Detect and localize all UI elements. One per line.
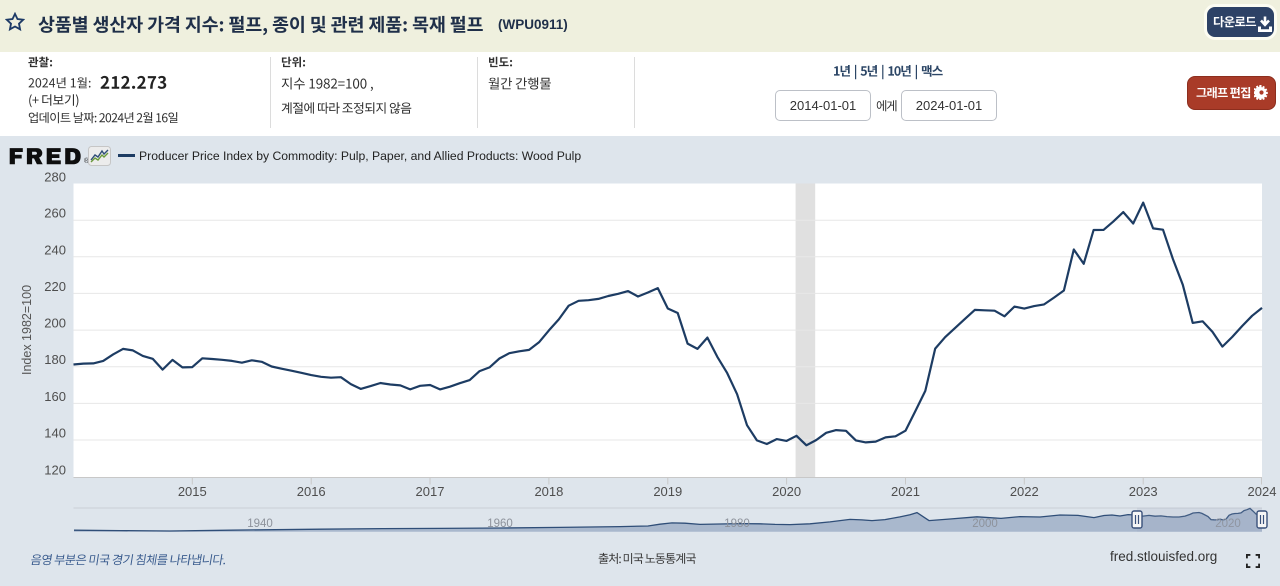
svg-text:2016: 2016 (297, 484, 326, 499)
svg-text:2017: 2017 (416, 484, 445, 499)
svg-text:2021: 2021 (891, 484, 920, 499)
svg-text:2000: 2000 (972, 518, 998, 530)
svg-text:2015: 2015 (178, 484, 207, 499)
svg-text:200: 200 (44, 316, 66, 331)
svg-text:2024: 2024 (1248, 484, 1277, 499)
svg-text:160: 160 (44, 389, 66, 404)
svg-text:Index 1982=100: Index 1982=100 (20, 285, 34, 375)
svg-text:2018: 2018 (534, 484, 563, 499)
svg-text:180: 180 (44, 352, 66, 367)
svg-text:240: 240 (44, 242, 66, 257)
svg-text:2022: 2022 (1010, 484, 1039, 499)
svg-text:2020: 2020 (772, 484, 801, 499)
svg-text:1980: 1980 (724, 518, 750, 530)
svg-text:280: 280 (44, 170, 66, 185)
svg-text:140: 140 (44, 426, 66, 441)
svg-text:1940: 1940 (247, 518, 273, 530)
svg-text:120: 120 (44, 463, 66, 478)
svg-text:2020: 2020 (1215, 518, 1241, 530)
svg-text:1960: 1960 (487, 518, 513, 530)
svg-text:2019: 2019 (653, 484, 682, 499)
svg-text:220: 220 (44, 279, 66, 294)
svg-text:2023: 2023 (1129, 484, 1158, 499)
svg-text:260: 260 (44, 206, 66, 221)
